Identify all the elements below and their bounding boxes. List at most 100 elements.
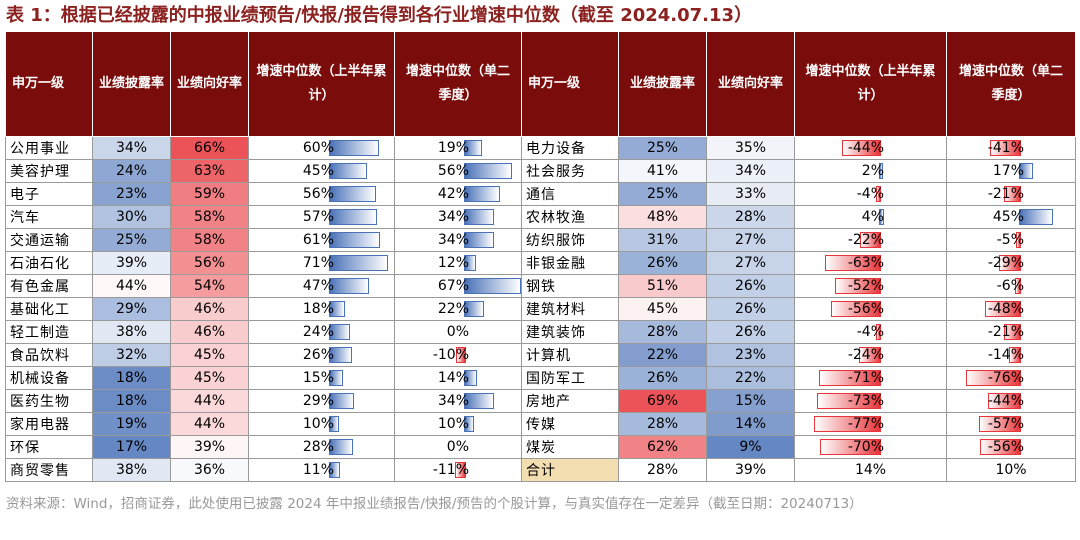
good-rate: 39% <box>706 458 795 482</box>
growth-bar <box>464 255 476 271</box>
growth-value: 67% <box>437 278 469 294</box>
growth-bar <box>454 462 466 478</box>
industry-name: 煤炭 <box>521 435 619 459</box>
good-rate: 58% <box>170 205 249 229</box>
growth-value: 57% <box>302 209 334 225</box>
disclosure-rate: 69% <box>618 389 707 413</box>
industry-name: 非银金融 <box>521 251 619 275</box>
q2-growth-cell: -56% <box>946 435 1076 459</box>
growth-bar <box>875 186 881 202</box>
disclosure-rate: 17% <box>92 435 171 459</box>
growth-bar <box>1004 324 1021 340</box>
growth-value: 45% <box>302 163 334 179</box>
h1-growth-cell: 47% <box>248 274 395 298</box>
industry-name: 建筑装饰 <box>521 320 619 344</box>
h1-growth-cell: -4% <box>794 320 947 344</box>
industry-name: 合计 <box>521 458 619 482</box>
growth-bar <box>329 232 380 248</box>
growth-value: 71% <box>302 255 334 271</box>
table-row: 公用事业 34% 66% 60% 19% 电力设备 25% 35% -44% -41% <box>5 136 1076 160</box>
disclosure-rate: 30% <box>92 205 171 229</box>
q2-growth-cell: 19% <box>394 136 522 160</box>
good-rate: 22% <box>706 366 795 390</box>
industry-name: 通信 <box>521 182 619 206</box>
table-row: 电子 23% 59% 56% 42% 通信 25% 33% -4% -21% <box>5 182 1076 206</box>
header-row: 申万一级 业绩披露率 业绩向好率 增速中位数（上半年累计） 增速中位数（单二季度… <box>5 31 1076 137</box>
disclosure-rate: 62% <box>618 435 707 459</box>
disclosure-rate: 41% <box>618 159 707 183</box>
header-h1-left: 增速中位数（上半年累计） <box>248 31 395 137</box>
growth-value: -21% <box>987 186 1024 202</box>
growth-bar <box>329 301 346 317</box>
growth-value: -44% <box>847 140 884 156</box>
table-row: 石油石化 39% 56% 71% 12% 非银金融 26% 27% -63% -29% <box>5 251 1076 275</box>
q2-growth-cell: 45% <box>946 205 1076 229</box>
disclosure-rate: 29% <box>92 297 171 321</box>
growth-value: -76% <box>987 370 1024 386</box>
disclosure-rate: 28% <box>618 320 707 344</box>
growth-bar <box>329 416 339 432</box>
table-row: 有色金属 44% 54% 47% 67% 钢铁 51% 26% -52% -6% <box>5 274 1076 298</box>
disclosure-rate: 34% <box>92 136 171 160</box>
good-rate: 56% <box>170 251 249 275</box>
growth-bar <box>979 416 1021 432</box>
growth-value: 29% <box>302 393 334 409</box>
q2-growth-cell: 56% <box>394 159 522 183</box>
good-rate: 14% <box>706 412 795 436</box>
h1-growth-cell: -73% <box>794 389 947 413</box>
growth-value: -14% <box>987 347 1024 363</box>
industry-name: 社会服务 <box>521 159 619 183</box>
growth-value: -5% <box>996 232 1024 248</box>
h1-growth-cell: -71% <box>794 366 947 390</box>
growth-value: -56% <box>987 439 1024 455</box>
growth-value: -41% <box>987 140 1024 156</box>
disclosure-rate: 38% <box>92 320 171 344</box>
table-row: 美容护理 24% 63% 45% 56% 社会服务 41% 34% 2% 17% <box>5 159 1076 183</box>
q2-growth-cell: 34% <box>394 205 522 229</box>
growth-value: 56% <box>302 186 334 202</box>
industry-name: 汽车 <box>5 205 93 229</box>
h1-growth-cell: 14% <box>794 458 947 482</box>
q2-growth-cell: 14% <box>394 366 522 390</box>
h1-growth-cell: 56% <box>248 182 395 206</box>
growth-bar <box>329 255 388 271</box>
disclosure-rate: 44% <box>92 274 171 298</box>
growth-bar <box>464 140 482 156</box>
disclosure-rate: 18% <box>92 366 171 390</box>
growth-bar <box>990 140 1021 156</box>
industry-name: 钢铁 <box>521 274 619 298</box>
growth-value: 61% <box>302 232 334 248</box>
growth-value: 14% <box>437 370 469 386</box>
q2-growth-cell: 0% <box>394 320 522 344</box>
h1-growth-cell: -77% <box>794 412 947 436</box>
growth-value: 18% <box>302 301 334 317</box>
q2-growth-cell: 34% <box>394 389 522 413</box>
header-industry-left: 申万一级 <box>5 31 93 137</box>
growth-bar <box>1019 163 1033 179</box>
disclosure-rate: 26% <box>618 366 707 390</box>
h1-growth-cell: -22% <box>794 228 947 252</box>
good-rate: 35% <box>706 136 795 160</box>
industry-name: 商贸零售 <box>5 458 93 482</box>
table-row: 机械设备 18% 45% 15% 14% 国防军工 26% 22% -71% -76% <box>5 366 1076 390</box>
growth-bar <box>1015 232 1021 248</box>
h1-growth-cell: 61% <box>248 228 395 252</box>
growth-bar <box>1014 278 1021 294</box>
industry-name: 纺织服饰 <box>521 228 619 252</box>
growth-bar <box>1019 209 1053 225</box>
h1-growth-cell: 45% <box>248 159 395 183</box>
industry-name: 石油石化 <box>5 251 93 275</box>
table-row: 医药生物 18% 44% 29% 34% 房地产 69% 15% -73% -44% <box>5 389 1076 413</box>
q2-growth-cell: -14% <box>946 343 1076 367</box>
industry-name: 国防军工 <box>521 366 619 390</box>
growth-value: -4% <box>856 324 884 340</box>
q2-growth-cell: 0% <box>394 435 522 459</box>
growth-bar <box>329 462 340 478</box>
growth-value: 34% <box>437 232 469 248</box>
growth-value: -56% <box>847 301 884 317</box>
good-rate: 39% <box>170 435 249 459</box>
growth-bar <box>464 301 485 317</box>
growth-bar <box>464 278 521 294</box>
h1-growth-cell: 18% <box>248 297 395 321</box>
growth-bar <box>329 370 343 386</box>
